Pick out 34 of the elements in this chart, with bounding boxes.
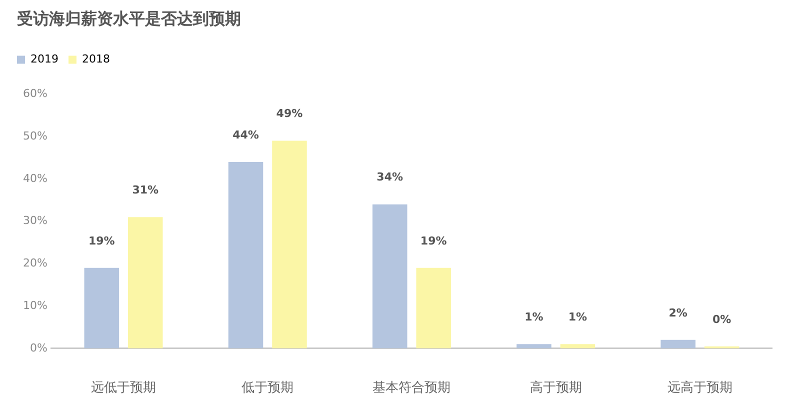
data-label: 19%: [420, 234, 447, 248]
bar: [128, 217, 163, 348]
bar: [560, 344, 596, 348]
data-label: 0%: [712, 312, 732, 326]
bar: [228, 162, 264, 348]
data-label: 44%: [232, 128, 259, 142]
x-tick-label: 低于预期: [242, 380, 294, 396]
y-tick-label: 0%: [30, 341, 48, 354]
x-tick-label: 远高于预期: [667, 380, 732, 396]
bar: [660, 340, 696, 348]
y-tick-label: 20%: [22, 256, 48, 270]
bar: [272, 140, 307, 348]
data-label: 49%: [276, 107, 303, 120]
data-label: 2%: [668, 306, 688, 320]
y-tick-label: 40%: [22, 172, 48, 185]
x-tick-label: 基本符合预期: [372, 380, 451, 396]
y-tick-label: 60%: [22, 87, 48, 100]
data-label: 1%: [524, 310, 544, 324]
y-tick-label: 50%: [22, 129, 48, 142]
legend-label: 2019: [30, 52, 58, 66]
data-label: 34%: [376, 170, 404, 184]
bar: [84, 268, 120, 348]
data-label: 19%: [88, 234, 115, 248]
bar: [372, 204, 408, 348]
x-tick-label: 高于预期: [530, 380, 582, 396]
x-tick-label: 远低于预期: [91, 380, 156, 396]
chart-title: 受访海归薪资水平是否达到预期: [16, 8, 241, 28]
y-tick-label: 10%: [22, 298, 48, 312]
bar: [516, 344, 552, 348]
data-label: 1%: [568, 310, 588, 324]
data-label: 31%: [132, 183, 159, 196]
legend-label: 2018: [82, 52, 110, 66]
bar: [416, 268, 451, 348]
y-tick-label: 30%: [22, 214, 48, 228]
